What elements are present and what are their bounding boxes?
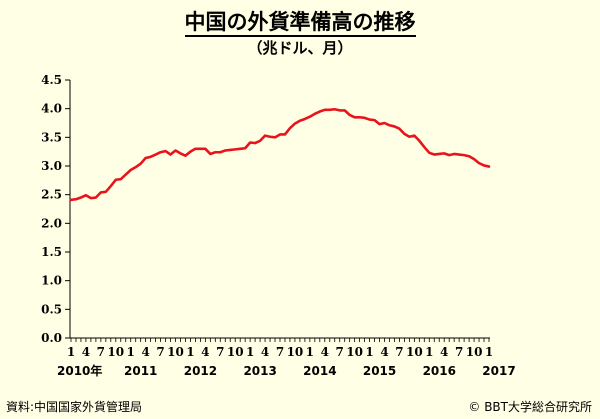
copyright-note: © BBT大学総合研究所 (468, 400, 592, 414)
y-tick-label: 2.0 (41, 216, 62, 230)
x-tick-label: 1 (67, 345, 75, 359)
x-tick-label: 4 (201, 345, 209, 359)
year-label: 2016 (423, 364, 456, 378)
x-tick-label: 4 (141, 345, 149, 359)
x-tick-label: 1 (186, 345, 194, 359)
x-tick-label: 7 (336, 345, 344, 359)
x-tick-label: 10 (287, 345, 304, 359)
y-tick-label: 1.5 (41, 245, 62, 259)
year-label: 2010年 (57, 363, 102, 378)
x-tick-label: 1 (485, 345, 493, 359)
series-layer (69, 107, 491, 202)
x-tick-label: 7 (395, 345, 403, 359)
chart-title: 中国の外貨準備高の推移 (0, 6, 600, 37)
x-tick-label: 10 (466, 345, 483, 359)
y-tick-label: 0.0 (41, 331, 62, 345)
x-tick-label: 7 (216, 345, 224, 359)
x-tick-label: 10 (346, 345, 363, 359)
year-label: 2015 (363, 364, 396, 378)
x-tick-label: 7 (156, 345, 164, 359)
source-note: 資料:中国国家外貨管理局 (6, 400, 143, 414)
x-tick-label: 7 (97, 345, 105, 359)
x-tick-label: 1 (365, 345, 373, 359)
x-tick-label: 10 (227, 345, 244, 359)
y-tick-label: 1.0 (41, 274, 62, 288)
year-label: 2014 (303, 364, 336, 378)
x-tick-label: 4 (440, 345, 448, 359)
x-axis: 1 4 7 10 1 4 7 10 1 4 7 10 1 4 7 10 1 4 7 10 1 4 7 10 1 4 7 10 12010… (57, 337, 516, 378)
year-label: 2012 (184, 364, 217, 378)
x-tick-label: 4 (380, 345, 388, 359)
x-tick-label: 7 (276, 345, 284, 359)
year-label: 2011 (124, 364, 157, 378)
year-label: 2017 (482, 364, 515, 378)
x-tick-label: 1 (425, 345, 433, 359)
y-tick-label: 4.0 (41, 102, 62, 116)
x-tick-label: 10 (167, 345, 184, 359)
y-tick-label: 0.5 (41, 302, 62, 316)
x-tick-label: 10 (406, 345, 423, 359)
y-tick-label: 2.5 (41, 188, 62, 202)
year-label: 2013 (243, 364, 276, 378)
y-tick-label: 3.0 (41, 159, 62, 173)
x-tick-label: 1 (127, 345, 135, 359)
x-tick-label: 10 (107, 345, 124, 359)
y-tick-label: 4.5 (41, 73, 62, 87)
x-tick-label: 1 (306, 345, 314, 359)
x-tick-label: 1 (246, 345, 254, 359)
x-tick-label: 4 (261, 345, 269, 359)
chart-subtitle: （兆ドル、月） (247, 39, 353, 57)
series-line (69, 107, 491, 202)
x-tick-label: 7 (455, 345, 463, 359)
y-axis: 0.0 0.5 1.0 1.5 2.0 2.5 3.0 3.5 4.0 4.5 (41, 73, 71, 345)
x-tick-label: 4 (321, 345, 329, 359)
x-tick-label: 4 (82, 345, 90, 359)
y-tick-label: 3.5 (41, 130, 62, 144)
